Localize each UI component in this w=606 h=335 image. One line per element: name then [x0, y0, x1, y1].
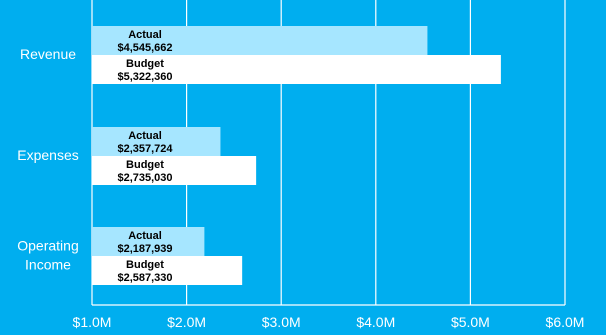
bar-actual-1 [92, 127, 221, 156]
bar-actual-2 [92, 227, 205, 256]
data-label-budget-value-1: $2,735,030 [117, 172, 172, 184]
x-tick-label-0: $1.0M [73, 314, 112, 330]
category-label-2-1: Income [25, 257, 71, 273]
x-tick-label-4: $5.0M [451, 314, 490, 330]
x-tick-label-5: $6.0M [546, 314, 585, 330]
data-label-budget-name-1: Budget [126, 159, 164, 171]
bar-budget-2 [92, 256, 243, 285]
data-label-actual-value-1: $2,357,724 [117, 143, 173, 155]
data-label-actual-name-2: Actual [128, 230, 162, 242]
category-label-layer: Revenue Expenses Operating Income [17, 46, 78, 273]
category-label-1-0: Expenses [17, 147, 78, 163]
x-tick-layer: $1.0M $2.0M $3.0M $4.0M $5.0M $6.0M [73, 314, 585, 330]
category-label-2-0: Operating [17, 238, 78, 254]
x-tick-label-1: $2.0M [167, 314, 206, 330]
x-tick-label-2: $3.0M [262, 314, 301, 330]
data-label-budget-value-2: $2,587,330 [117, 272, 172, 284]
bar-actual-0 [92, 26, 428, 55]
data-label-actual-value-0: $4,545,662 [117, 42, 172, 54]
data-label-actual-name-0: Actual [128, 29, 162, 41]
data-label-actual-value-2: $2,187,939 [117, 243, 172, 255]
data-label-budget-name-0: Budget [126, 58, 164, 70]
data-label-budget-value-0: $5,322,360 [117, 71, 172, 83]
bar-layer: Actual$4,545,662Actual$2,357,724Actual$2… [92, 26, 501, 285]
data-label-actual-name-1: Actual [128, 130, 162, 142]
category-label-0-0: Revenue [20, 46, 76, 62]
bar-budget-1 [92, 156, 257, 185]
x-tick-label-3: $4.0M [356, 314, 395, 330]
bar-budget-0 [92, 55, 501, 84]
data-label-budget-name-2: Budget [126, 259, 164, 271]
